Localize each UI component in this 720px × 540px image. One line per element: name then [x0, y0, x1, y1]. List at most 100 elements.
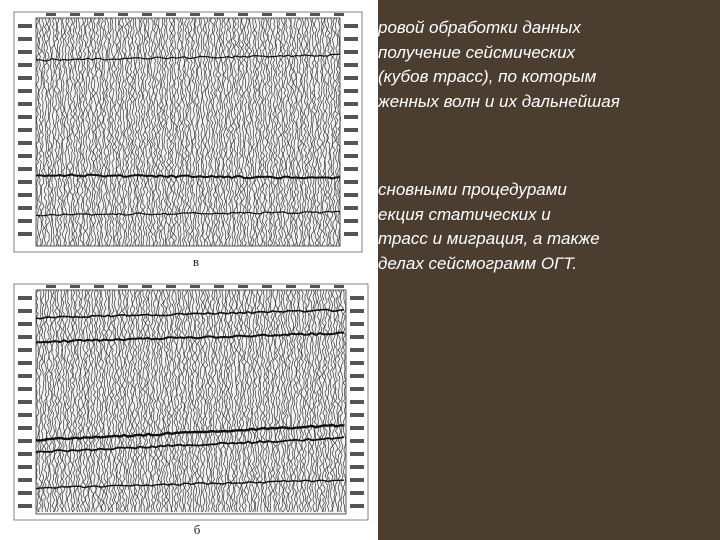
- trace: [238, 289, 243, 513]
- trace: [74, 17, 79, 247]
- axis-tick-box: [18, 180, 32, 184]
- text-line: делах сейсмограмм ОГТ.: [378, 253, 577, 273]
- trace: [215, 17, 219, 246]
- trace: [160, 17, 165, 247]
- axis-tick-box: [344, 167, 358, 171]
- trace: [248, 289, 253, 513]
- axis-tick-box: [350, 361, 364, 365]
- trace: [326, 289, 331, 513]
- trace: [124, 289, 128, 513]
- trace: [38, 289, 42, 513]
- trace: [168, 17, 173, 247]
- trace: [243, 289, 248, 513]
- trace: [186, 289, 191, 513]
- axis-tick-box: [18, 89, 32, 93]
- trace: [173, 289, 178, 513]
- text-line: (кубов трасс), по которым: [378, 67, 597, 86]
- trace: [311, 289, 315, 513]
- trace: [129, 17, 134, 247]
- trace: [113, 289, 118, 513]
- trace: [272, 289, 276, 513]
- trace: [253, 290, 258, 513]
- trace: [220, 290, 224, 513]
- axis-tick-box: [350, 491, 364, 495]
- trace: [136, 289, 141, 512]
- trace: [199, 289, 204, 513]
- trace: [64, 289, 69, 513]
- trace: [181, 289, 185, 513]
- axis-tick-box: [344, 193, 358, 197]
- cdp-tick-box: [310, 13, 320, 16]
- axis-tick-box: [344, 102, 358, 106]
- trace: [85, 289, 89, 513]
- trace: [194, 289, 198, 513]
- trace: [35, 17, 40, 247]
- trace: [82, 17, 87, 247]
- seismic-section-bottom: [13, 283, 369, 521]
- trace: [97, 289, 102, 513]
- reflector: [35, 423, 345, 442]
- trace: [139, 289, 144, 513]
- axis-tick-box: [344, 89, 358, 93]
- trace: [225, 17, 230, 247]
- trace: [248, 17, 253, 247]
- cdp-tick-box: [94, 285, 104, 288]
- cdp-tick-box: [238, 13, 248, 16]
- axis-tick-box: [18, 309, 32, 313]
- trace: [147, 17, 152, 247]
- trace: [79, 17, 84, 247]
- text-line: трасс и миграция, а также: [378, 229, 600, 248]
- axis-tick-box: [18, 491, 32, 495]
- trace: [293, 289, 297, 513]
- trace: [170, 289, 175, 513]
- trace: [209, 289, 214, 513]
- axis-tick-box: [18, 50, 32, 54]
- trace: [53, 289, 58, 513]
- axis-tick-box: [350, 452, 364, 456]
- axis-tick-box: [344, 24, 358, 28]
- trace: [40, 17, 45, 247]
- reflector: [35, 210, 341, 217]
- trace: [48, 17, 53, 247]
- trace: [173, 17, 178, 247]
- cdp-tick-box: [190, 285, 200, 288]
- trace: [110, 289, 115, 512]
- cdp-tick-box: [166, 13, 176, 16]
- trace: [303, 289, 308, 513]
- trace: [100, 289, 105, 513]
- trace: [155, 289, 159, 513]
- axis-tick-box: [18, 76, 32, 80]
- trace: [48, 289, 53, 513]
- trace: [87, 17, 92, 247]
- trace: [121, 17, 126, 247]
- trace: [51, 17, 55, 247]
- trace: [337, 289, 341, 513]
- trace: [238, 17, 243, 247]
- axis-tick-box: [344, 141, 358, 145]
- trace: [152, 17, 157, 247]
- trace: [165, 17, 170, 247]
- cdp-tick-box: [214, 13, 224, 16]
- trace: [176, 289, 180, 513]
- trace: [61, 289, 66, 513]
- trace: [69, 289, 74, 513]
- trace: [233, 289, 238, 513]
- trace: [38, 17, 43, 247]
- trace: [241, 289, 245, 513]
- axis-tick-box: [18, 154, 32, 158]
- axis-tick-box: [18, 193, 32, 197]
- trace: [240, 17, 245, 247]
- trace: [61, 17, 66, 247]
- trace: [157, 17, 162, 247]
- axis-tick-box: [344, 154, 358, 158]
- trace: [121, 289, 126, 513]
- trace: [100, 17, 105, 247]
- trace: [176, 17, 180, 247]
- reflector: [35, 436, 345, 454]
- trace: [116, 289, 120, 513]
- trace: [118, 289, 123, 513]
- trace: [321, 290, 326, 513]
- trace: [342, 289, 347, 513]
- trace: [196, 289, 201, 513]
- trace: [274, 289, 279, 513]
